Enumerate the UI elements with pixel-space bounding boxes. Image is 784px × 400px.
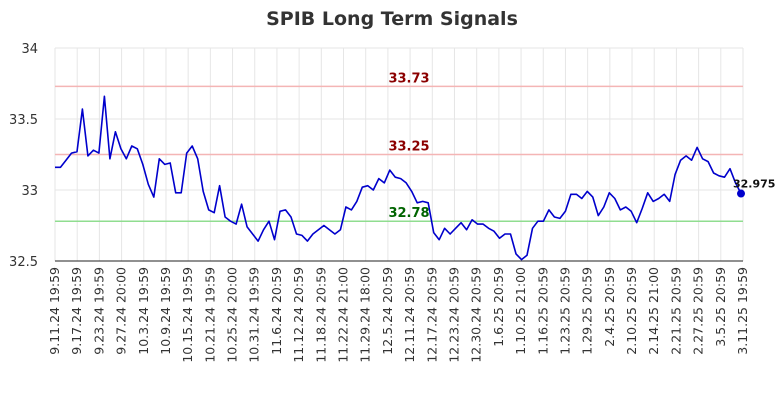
reference-lines: 33.73 33.25 32.78 (55, 71, 743, 222)
x-tick-label: 2.27.25 20:59 (691, 267, 706, 355)
x-tick-label: 11.22.24 21:00 (336, 267, 351, 363)
x-tick-label: 10.31.24 19:59 (247, 267, 262, 363)
x-tick-label: 12.23.24 20:59 (446, 267, 461, 363)
x-tick-label: 11.6.24 20:59 (269, 267, 284, 355)
last-point-label: 32.975 (733, 178, 775, 191)
y-axis-ticks: 32.5 33 33.5 34 (9, 42, 38, 270)
x-tick-label: 11.12.24 20:59 (291, 267, 306, 363)
series-layer: 32.975 (55, 95, 775, 261)
reference-line-label: 32.78 (388, 206, 429, 221)
y-tick-label: 32.5 (9, 255, 38, 270)
x-tick-label: 10.25.24 20:00 (225, 267, 240, 363)
x-tick-label: 12.5.24 20:59 (380, 267, 395, 355)
x-tick-label: 10.9.24 19:59 (158, 267, 173, 355)
last-point-marker (737, 189, 745, 198)
x-tick-label: 11.18.24 20:59 (313, 267, 328, 363)
x-tick-label: 12.11.24 20:59 (402, 267, 417, 363)
x-tick-label: 1.6.25 20:59 (491, 267, 506, 347)
x-tick-label: 1.10.25 21:00 (513, 267, 528, 355)
x-tick-label: 2.21.25 20:59 (668, 267, 683, 355)
x-tick-label: 3.11.25 19:59 (735, 267, 750, 355)
x-tick-label: 9.23.24 19:59 (91, 267, 106, 355)
chart-title: SPIB Long Term Signals (266, 8, 518, 30)
x-tick-label: 9.27.24 20:00 (114, 267, 129, 355)
x-tick-label: 9.17.24 19:59 (69, 267, 84, 355)
x-tick-label: 2.4.25 20:59 (602, 267, 617, 347)
x-tick-label: 2.10.25 20:59 (624, 267, 639, 355)
y-tick-label: 33.5 (9, 113, 38, 128)
x-tick-label: 12.30.24 20:59 (469, 267, 484, 363)
x-tick-label: 12.17.24 20:59 (424, 267, 439, 363)
x-tick-label: 1.23.25 20:59 (557, 267, 572, 355)
x-tick-label: 10.3.24 19:59 (136, 267, 151, 355)
y-tick-label: 34 (21, 42, 38, 57)
series-line (55, 95, 742, 261)
x-tick-label: 10.21.24 19:59 (202, 267, 217, 363)
x-axis-ticks: 9.11.24 19:59 9.17.24 19:59 9.23.24 19:59 9… (47, 267, 750, 363)
x-tick-label: 10.15.24 19:59 (180, 267, 195, 363)
x-tick-label: 9.11.24 19:59 (47, 267, 62, 355)
x-tick-label: 1.29.25 20:59 (580, 267, 595, 355)
x-tick-label: 1.16.25 20:59 (535, 267, 550, 355)
reference-line-label: 33.73 (388, 71, 429, 86)
reference-line-label: 33.25 (388, 140, 429, 155)
x-tick-label: 11.29.24 18:00 (358, 267, 373, 363)
y-tick-label: 33 (21, 184, 38, 199)
x-tick-label: 2.14.25 21:00 (646, 267, 661, 355)
x-tick-label: 3.5.25 20:59 (713, 267, 728, 347)
